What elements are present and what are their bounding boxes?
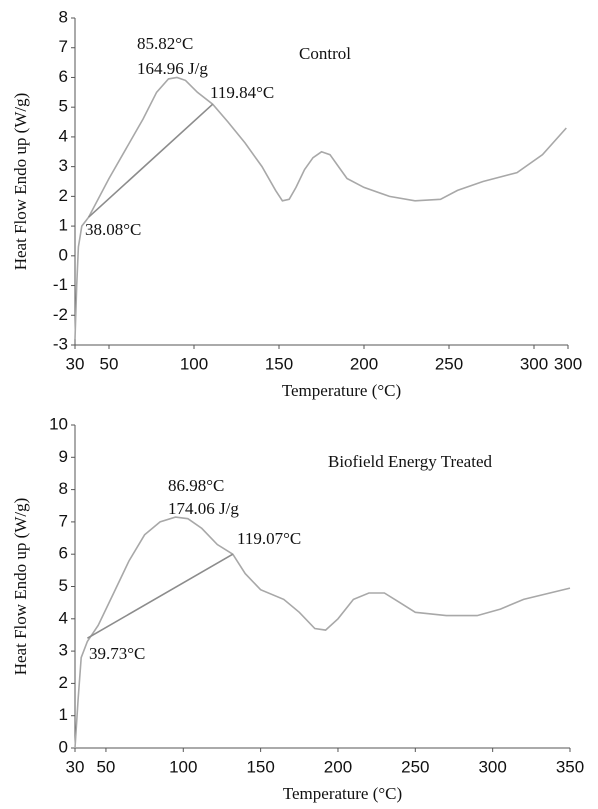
chart-title: Control xyxy=(299,44,351,63)
y-tick-label: 3 xyxy=(59,156,68,175)
annotation: 119.07°C xyxy=(237,529,301,548)
y-tick-label: 6 xyxy=(59,544,68,563)
x-tick-label: 100 xyxy=(169,757,197,776)
y-tick-label: 5 xyxy=(59,576,68,595)
y-tick-label: 4 xyxy=(59,608,68,627)
y-tick-label: 8 xyxy=(59,479,68,498)
x-tick-label: 50 xyxy=(96,757,115,776)
x-tick-label: 50 xyxy=(100,354,119,373)
y-tick-label: 1 xyxy=(59,216,68,235)
annotation: 38.08°C xyxy=(85,220,141,239)
y-tick-label: 8 xyxy=(59,7,68,26)
x-axis-label: Temperature (°C) xyxy=(283,784,402,803)
y-tick-label: 4 xyxy=(59,126,68,145)
y-tick-label: 7 xyxy=(59,37,68,56)
x-tick-label: 30 xyxy=(66,354,85,373)
y-tick-label: 0 xyxy=(59,737,68,756)
y-tick-label: -1 xyxy=(53,275,68,294)
x-tick-label: 30 xyxy=(66,757,85,776)
y-axis-label: Heat Flow Endo up (W/g) xyxy=(11,498,30,676)
curve xyxy=(74,516,571,749)
y-tick-label: 1 xyxy=(59,705,68,724)
y-tick-label: 10 xyxy=(49,414,68,433)
annotation: 86.98°C xyxy=(168,476,224,495)
x-axis-label: Temperature (°C) xyxy=(282,381,401,400)
annotation: 85.82°C xyxy=(137,34,193,53)
curve xyxy=(86,553,234,639)
annotation: 164.96 J/g xyxy=(137,59,208,78)
x-tick-label: 150 xyxy=(265,354,293,373)
y-tick-label: 6 xyxy=(59,67,68,86)
y-tick-label: 5 xyxy=(59,97,68,116)
x-tick-label: 300 xyxy=(478,757,506,776)
annotation: 39.73°C xyxy=(89,644,145,663)
y-tick-label: 2 xyxy=(59,186,68,205)
x-tick-label: 300 xyxy=(554,354,582,373)
x-tick-label: 200 xyxy=(324,757,352,776)
curve xyxy=(74,76,567,340)
y-tick-label: 7 xyxy=(59,511,68,530)
x-tick-label: 200 xyxy=(350,354,378,373)
y-axis-label: Heat Flow Endo up (W/g) xyxy=(11,93,30,271)
annotation: 174.06 J/g xyxy=(168,499,239,518)
y-tick-label: -2 xyxy=(53,305,68,324)
x-tick-label: 250 xyxy=(401,757,429,776)
y-tick-label: 2 xyxy=(59,673,68,692)
annotation: 119.84°C xyxy=(210,83,274,102)
x-tick-label: 300 xyxy=(520,354,548,373)
x-tick-label: 100 xyxy=(180,354,208,373)
y-tick-label: -3 xyxy=(53,334,68,353)
curve xyxy=(88,103,214,218)
chart-title: Biofield Energy Treated xyxy=(328,452,492,471)
x-tick-label: 350 xyxy=(556,757,584,776)
x-tick-label: 250 xyxy=(435,354,463,373)
x-tick-label: 150 xyxy=(246,757,274,776)
y-tick-label: 9 xyxy=(59,447,68,466)
y-tick-label: 0 xyxy=(59,245,68,264)
y-tick-label: 3 xyxy=(59,641,68,660)
